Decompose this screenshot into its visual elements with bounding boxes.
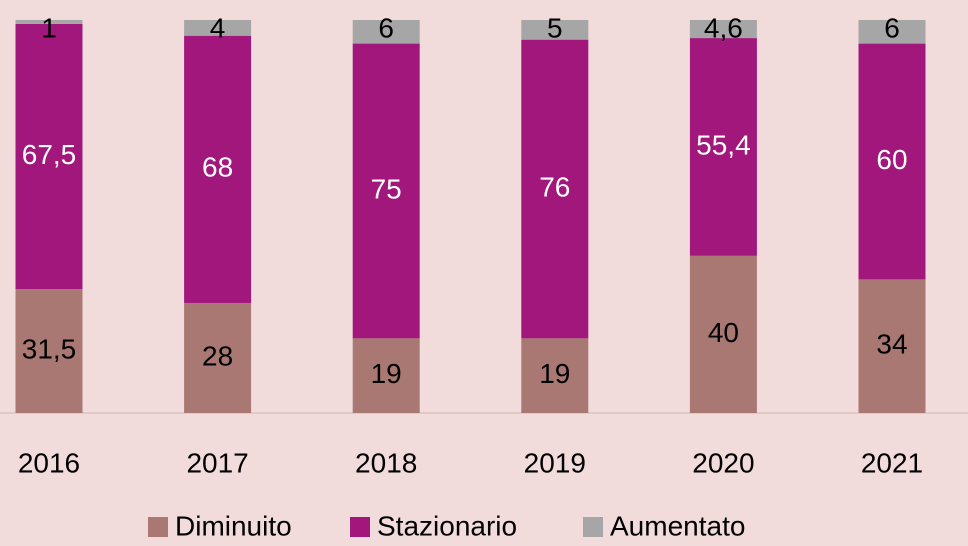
bar-segment — [15, 289, 83, 413]
bar-segment — [521, 338, 589, 413]
data-label: 5 — [547, 12, 563, 43]
x-tick-label: 2021 — [861, 447, 923, 478]
data-label: 55,4 — [696, 129, 751, 160]
data-label: 19 — [539, 358, 570, 389]
bar-segment — [15, 20, 83, 24]
bar-segment — [352, 338, 420, 413]
data-label: 67,5 — [22, 139, 77, 170]
x-tick-label: 2018 — [355, 447, 417, 478]
data-label: 19 — [371, 358, 402, 389]
bar-segment — [521, 39, 589, 339]
bar-segment — [15, 23, 83, 290]
x-tick-label: 2017 — [186, 447, 248, 478]
bar-segment — [858, 20, 926, 44]
data-label: 68 — [202, 152, 233, 183]
legend-label: Diminuito — [175, 510, 292, 541]
data-label: 34 — [876, 329, 907, 360]
data-label: 6 — [884, 12, 900, 43]
x-tick-label: 2019 — [524, 447, 586, 478]
data-label: 4,6 — [704, 12, 743, 43]
data-label: 1 — [41, 12, 57, 43]
data-label: 4 — [210, 12, 226, 43]
bar-segment — [689, 20, 757, 39]
legend-swatch — [148, 517, 168, 537]
data-label: 60 — [876, 144, 907, 175]
data-label: 75 — [371, 173, 402, 204]
bar-segment — [521, 20, 589, 40]
data-label: 31,5 — [22, 333, 77, 364]
legend-label: Aumentato — [610, 510, 745, 541]
bar-segment — [689, 255, 757, 413]
data-label: 40 — [708, 317, 739, 348]
data-label: 76 — [539, 171, 570, 202]
x-tick-label: 2016 — [18, 447, 80, 478]
data-label: 28 — [202, 340, 233, 371]
bar-segment — [184, 35, 252, 303]
bar-segment — [858, 279, 926, 413]
bar-segment — [184, 20, 252, 36]
bar-segment — [352, 43, 420, 339]
bar-segment — [352, 20, 420, 44]
data-label: 6 — [378, 12, 394, 43]
x-tick-label: 2020 — [692, 447, 754, 478]
bar-segment — [858, 43, 926, 280]
legend-swatch — [583, 517, 603, 537]
bar-segment — [689, 38, 757, 256]
legend-label: Stazionario — [377, 510, 517, 541]
bar-segment — [184, 302, 252, 413]
legend-swatch — [350, 517, 370, 537]
